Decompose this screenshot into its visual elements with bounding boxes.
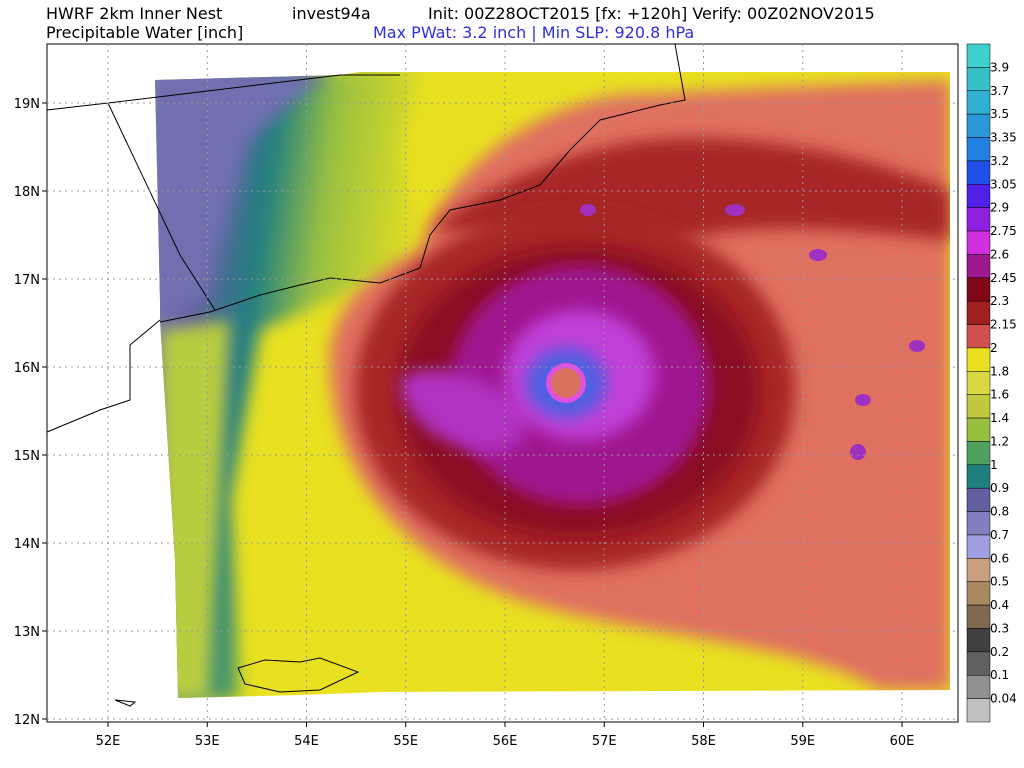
colorbar: 3.9 3.7 3.5 3.35 3.2 3.05 2.9 2.75 2.6 2.45 2.3 2.1…: [966, 43, 1017, 723]
colorbar-label: 0.2: [990, 645, 1009, 659]
header: HWRF 2km Inner Nest invest94a Init: 00Z2…: [46, 4, 875, 42]
lat-label: 14N: [14, 537, 40, 552]
colorbar-swatch: [966, 581, 991, 606]
colorbar-swatch: [966, 184, 991, 208]
field-name: Precipitable Water [inch]: [46, 23, 243, 42]
lat-label: 18N: [14, 185, 40, 200]
colorbar-swatch: [966, 651, 991, 676]
storm-name: invest94a: [292, 4, 371, 23]
colorbar-label: 0.5: [990, 575, 1009, 589]
colorbar-label: 3.2: [990, 154, 1009, 168]
colorbar-swatch: [966, 441, 991, 466]
colorbar-swatch: [966, 674, 991, 699]
colorbar-label: 0.8: [990, 505, 1009, 519]
colorbar-swatch: [966, 628, 991, 653]
init-time: Init: 00Z28OCT2015 [fx: +120h] Verify: 0…: [428, 4, 875, 23]
colorbar-swatch: [966, 67, 991, 92]
colorbar-label: 3.35: [990, 131, 1017, 145]
colorbar-swatch: [966, 113, 991, 138]
colorbar-label: 0.1: [990, 668, 1009, 682]
lon-label: 54E: [294, 734, 319, 749]
graticule: 52E 53E 54E 55E 56E 57E 58E 59E 60E 19N 18N 17N 16N 1…: [14, 44, 958, 749]
colorbar-swatch: [966, 90, 991, 115]
colorbar-label: 0.04: [990, 692, 1017, 706]
colorbar-swatch: [966, 604, 991, 629]
colorbar-swatch: [966, 160, 991, 185]
colorbar-label: 2.6: [990, 247, 1009, 261]
lon-label: 60E: [890, 734, 915, 749]
colorbar-label: 2.75: [990, 224, 1017, 238]
colorbar-label: 2.9: [990, 201, 1009, 215]
colorbar-label: 0.7: [990, 528, 1009, 542]
boundaries: [46, 43, 686, 707]
colorbar-swatch: [966, 277, 991, 302]
colorbar-swatch: [966, 371, 991, 395]
colorbar-swatch: [966, 417, 991, 442]
lat-label: 13N: [14, 625, 40, 640]
colorbar-label: 1.2: [990, 434, 1009, 448]
colorbar-swatch: [966, 558, 991, 582]
colorbar-swatch: [966, 534, 991, 559]
colorbar-swatch: [966, 511, 991, 536]
colorbar-label: 1.6: [990, 388, 1009, 402]
lon-label: 57E: [592, 734, 617, 749]
lon-label: 56E: [493, 734, 518, 749]
colorbar-swatch: [966, 464, 991, 489]
colorbar-swatch: [966, 394, 991, 419]
lon-label: 53E: [195, 734, 220, 749]
colorbar-label: 0.9: [990, 481, 1009, 495]
colorbar-swatch: [966, 230, 991, 255]
colorbar-swatch: [966, 254, 991, 279]
colorbar-label: 3.5: [990, 107, 1009, 121]
colorbar-label: 3.05: [990, 177, 1017, 191]
colorbar-label: 3.9: [990, 60, 1009, 74]
lat-label: 15N: [14, 449, 40, 464]
colorbar-swatch: [966, 43, 991, 68]
colorbar-swatch: [966, 698, 991, 723]
colorbar-swatch: [966, 324, 991, 349]
colorbar-swatch: [966, 207, 991, 232]
colorbar-swatch: [966, 487, 991, 512]
colorbar-label: 1: [990, 458, 998, 472]
colorbar-label: 2.3: [990, 294, 1009, 308]
colorbar-label: 1.4: [990, 411, 1009, 425]
lat-label: 17N: [14, 273, 40, 288]
colorbar-label: 1.8: [990, 364, 1009, 378]
pwat-field: [155, 72, 950, 698]
colorbar-label: 0.4: [990, 598, 1009, 612]
colorbar-swatch: [966, 300, 991, 325]
lon-label: 52E: [96, 734, 121, 749]
lon-label: 58E: [691, 734, 716, 749]
colorbar-label: 2.15: [990, 318, 1017, 332]
colorbar-label: 2: [990, 341, 998, 355]
model-title: HWRF 2km Inner Nest: [46, 4, 222, 23]
colorbar-label: 2.45: [990, 271, 1017, 285]
colorbar-label: 3.7: [990, 84, 1009, 98]
lat-label: 16N: [14, 361, 40, 376]
storm-stats: Max PWat: 3.2 inch | Min SLP: 920.8 hPa: [373, 23, 694, 42]
colorbar-swatch: [966, 137, 991, 162]
lon-label: 59E: [790, 734, 815, 749]
lat-label: 19N: [14, 97, 40, 112]
lon-label: 55E: [393, 734, 418, 749]
colorbar-label: 0.3: [990, 621, 1009, 635]
colorbar-swatch: [966, 347, 991, 372]
lat-label: 12N: [14, 713, 40, 728]
colorbar-label: 0.6: [990, 551, 1009, 565]
